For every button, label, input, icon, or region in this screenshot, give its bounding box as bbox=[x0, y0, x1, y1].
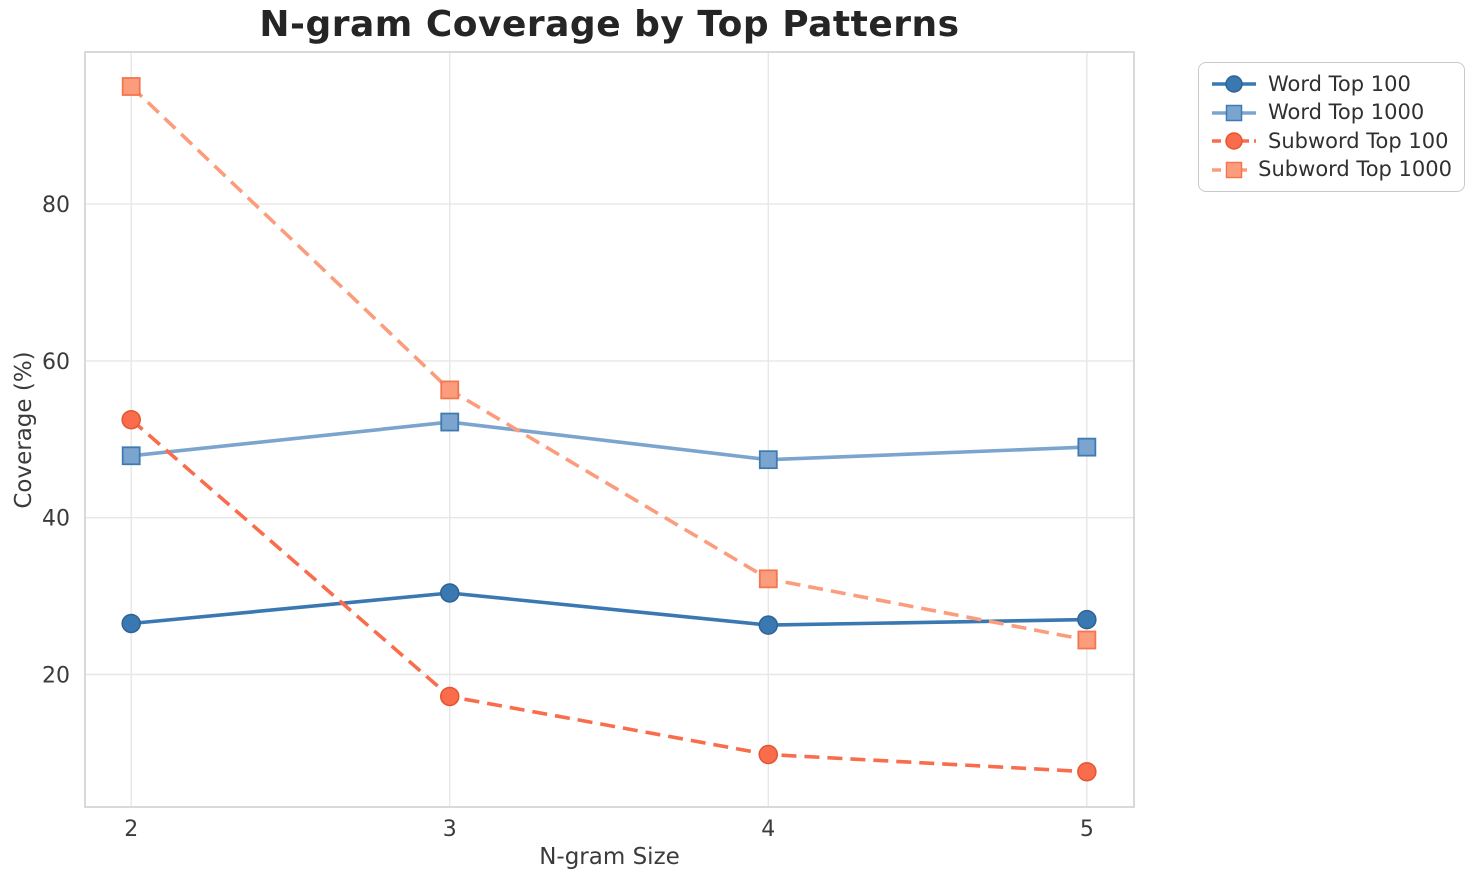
data-point-marker bbox=[121, 409, 141, 430]
y-tick-label: 80 bbox=[42, 193, 70, 218]
data-point-marker bbox=[1077, 630, 1097, 650]
legend-label: Subword Top 1000 bbox=[1258, 157, 1452, 182]
legend-square-line-icon bbox=[1212, 104, 1256, 121]
data-point-marker bbox=[1077, 761, 1097, 782]
legend-item: Subword Top 100 bbox=[1211, 127, 1452, 156]
x-tick-label: 2 bbox=[124, 817, 138, 842]
legend-label: Word Top 100 bbox=[1268, 71, 1411, 96]
x-tick-label: 3 bbox=[443, 817, 457, 842]
legend-square-line-icon bbox=[1212, 161, 1248, 178]
legend-item: Word Top 100 bbox=[1211, 70, 1452, 99]
data-point-marker bbox=[121, 77, 141, 96]
y-tick-label: 40 bbox=[42, 507, 70, 532]
data-point-marker bbox=[439, 583, 460, 603]
data-point-marker bbox=[440, 412, 460, 432]
data-point-marker bbox=[758, 450, 778, 470]
x-tick-label: 5 bbox=[1080, 817, 1094, 842]
data-point-marker bbox=[1077, 609, 1097, 630]
legend-item: Subword Top 1000 bbox=[1211, 156, 1452, 185]
series-line bbox=[131, 591, 1087, 627]
data-point-marker bbox=[439, 686, 460, 707]
x-tick-label: 4 bbox=[761, 817, 775, 842]
plot-border bbox=[84, 51, 1135, 808]
legend-circle-line-icon bbox=[1212, 132, 1256, 150]
data-point-marker bbox=[758, 744, 779, 765]
data-point-marker bbox=[121, 613, 141, 634]
y-tick-label: 20 bbox=[42, 664, 70, 689]
legend: Word Top 100 Word Top 1000 Subword Top 100… bbox=[1198, 62, 1465, 192]
data-point-marker bbox=[1077, 437, 1097, 457]
legend-label: Subword Top 100 bbox=[1268, 128, 1449, 153]
series-line bbox=[130, 418, 1087, 774]
y-tick-label: 60 bbox=[42, 350, 70, 375]
chart-title: N-gram Coverage by Top Patterns bbox=[259, 4, 960, 45]
data-point-marker bbox=[758, 615, 779, 635]
legend-item: Word Top 1000 bbox=[1211, 99, 1452, 128]
x-axis-label: N-gram Size bbox=[539, 844, 680, 870]
legend-circle-line-icon bbox=[1212, 75, 1256, 93]
data-point-marker bbox=[121, 446, 141, 466]
series-line bbox=[129, 85, 1088, 642]
series-line bbox=[131, 420, 1087, 462]
legend-label: Word Top 1000 bbox=[1268, 100, 1425, 125]
data-point-marker bbox=[440, 380, 460, 400]
data-point-marker bbox=[758, 569, 778, 589]
